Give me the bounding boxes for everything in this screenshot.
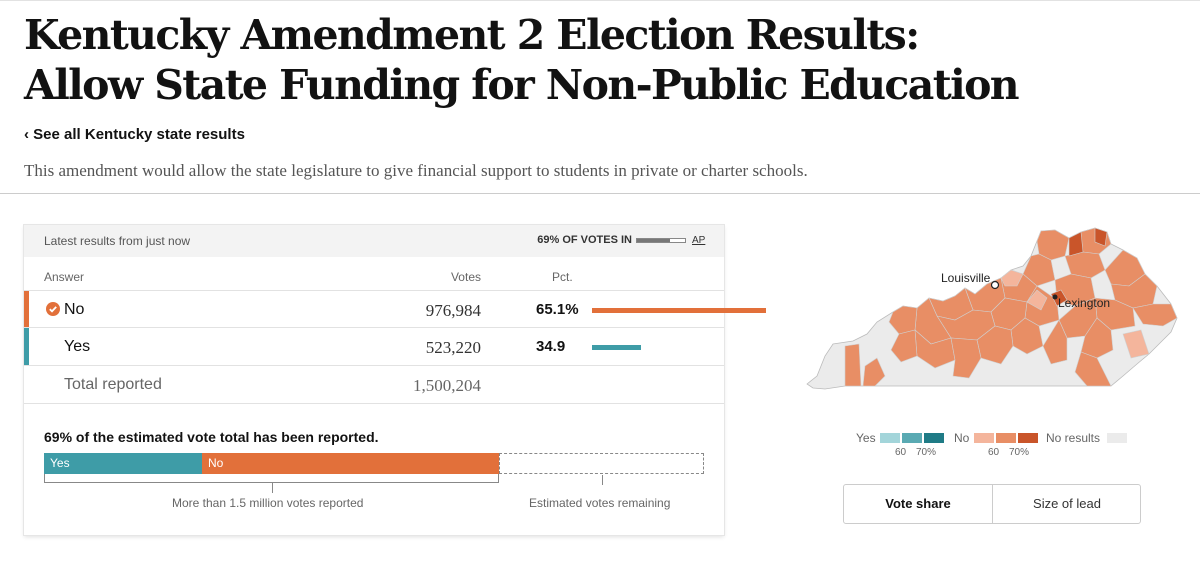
remaining-caption-tick — [602, 475, 603, 485]
legend-no-results-swatch — [1107, 433, 1127, 443]
results-header: Latest results from just now 69% OF VOTE… — [24, 225, 724, 257]
legend-yes-tick-70: 70% — [916, 447, 937, 458]
total-reported-votes: 1,500,204 — [413, 376, 481, 395]
tab-divider — [992, 485, 993, 523]
answer-yes-pct: 34.9 — [536, 338, 566, 355]
lexington-label: Lexington — [1058, 296, 1110, 310]
result-row-total: Total reported 1,500,204 — [24, 365, 724, 404]
yes-color-marker — [24, 328, 29, 365]
ap-source-link[interactable]: AP — [692, 235, 706, 246]
pct-column-header: Pct. — [552, 270, 573, 284]
louisville-label: Louisville — [941, 271, 991, 285]
remaining-caption: Estimated votes remaining — [529, 496, 671, 510]
answer-no-pct: 65.1% — [536, 301, 579, 318]
result-row-yes: Yes 523,220 34.9 — [24, 327, 724, 365]
map-view-toggle: Vote share Size of lead — [843, 484, 1141, 524]
kentucky-county-map[interactable]: Louisville Lexington — [805, 226, 1180, 396]
estimated-votes-bar: Yes No — [44, 453, 704, 474]
estimate-no-segment: No — [202, 453, 499, 474]
legend-no-swatch-low — [974, 433, 994, 443]
total-reported-label: Total reported — [64, 376, 162, 393]
result-row-no: No 976,984 65.1% — [24, 290, 766, 328]
tab-vote-share[interactable]: Vote share — [885, 496, 951, 511]
votes-column-header: Votes — [450, 270, 481, 284]
votes-in-progress-bar — [636, 238, 686, 243]
legend-no-tick-70: 70% — [1009, 447, 1030, 458]
answer-no-share-bar — [592, 308, 766, 313]
votes-in-label: 69% OF VOTES IN — [537, 234, 632, 246]
legend-no-label: No — [954, 431, 970, 445]
legend-no-results-label: No results — [1046, 431, 1101, 445]
votes-in-progress-fill — [637, 239, 671, 242]
legend-yes-tick-60: 60 — [895, 447, 907, 458]
estimated-total-title: 69% of the estimated vote total has been… — [44, 429, 379, 445]
reported-caption: More than 1.5 million votes reported — [172, 496, 364, 510]
estimate-yes-segment: Yes — [44, 453, 202, 474]
answer-no-votes: 976,984 — [425, 301, 481, 320]
lexington-marker: Lexington — [1052, 294, 1110, 310]
section-divider — [0, 193, 1200, 194]
answer-yes-label: Yes — [64, 338, 91, 355]
amendment-description: This amendment would allow the state leg… — [24, 161, 808, 180]
latest-results-text: Latest results from just now — [44, 234, 191, 248]
legend-no-swatch-mid — [996, 433, 1016, 443]
estimate-yes-label: Yes — [50, 456, 70, 470]
page-title: Kentucky Amendment 2 Election Results: A… — [24, 11, 1020, 109]
reported-caption-tick — [272, 483, 273, 493]
results-table-card: Latest results from just now 69% OF VOTE… — [24, 225, 766, 535]
answer-column-header: Answer — [44, 270, 85, 284]
no-color-marker — [24, 291, 29, 328]
reported-bracket — [44, 474, 499, 483]
answer-no-label: No — [64, 301, 85, 318]
estimate-remaining-segment — [499, 453, 704, 474]
answer-yes-votes: 523,220 — [425, 338, 481, 357]
top-divider — [0, 0, 1200, 1]
legend-yes-swatch-mid — [902, 433, 922, 443]
legend-no-swatch-high — [1018, 433, 1038, 443]
tab-size-of-lead[interactable]: Size of lead — [1033, 496, 1101, 511]
legend-no-tick-60: 60 — [988, 447, 1000, 458]
estimate-no-label: No — [208, 456, 224, 470]
winner-check-icon — [46, 302, 60, 316]
louisville-marker: Louisville — [941, 271, 1000, 290]
legend-yes-label: Yes — [856, 431, 876, 445]
legend-yes-swatch-low — [880, 433, 900, 443]
answer-yes-share-bar — [592, 345, 641, 350]
see-all-results-link[interactable]: ‹ See all Kentucky state results — [24, 126, 245, 143]
legend-yes-swatch-high — [924, 433, 944, 443]
